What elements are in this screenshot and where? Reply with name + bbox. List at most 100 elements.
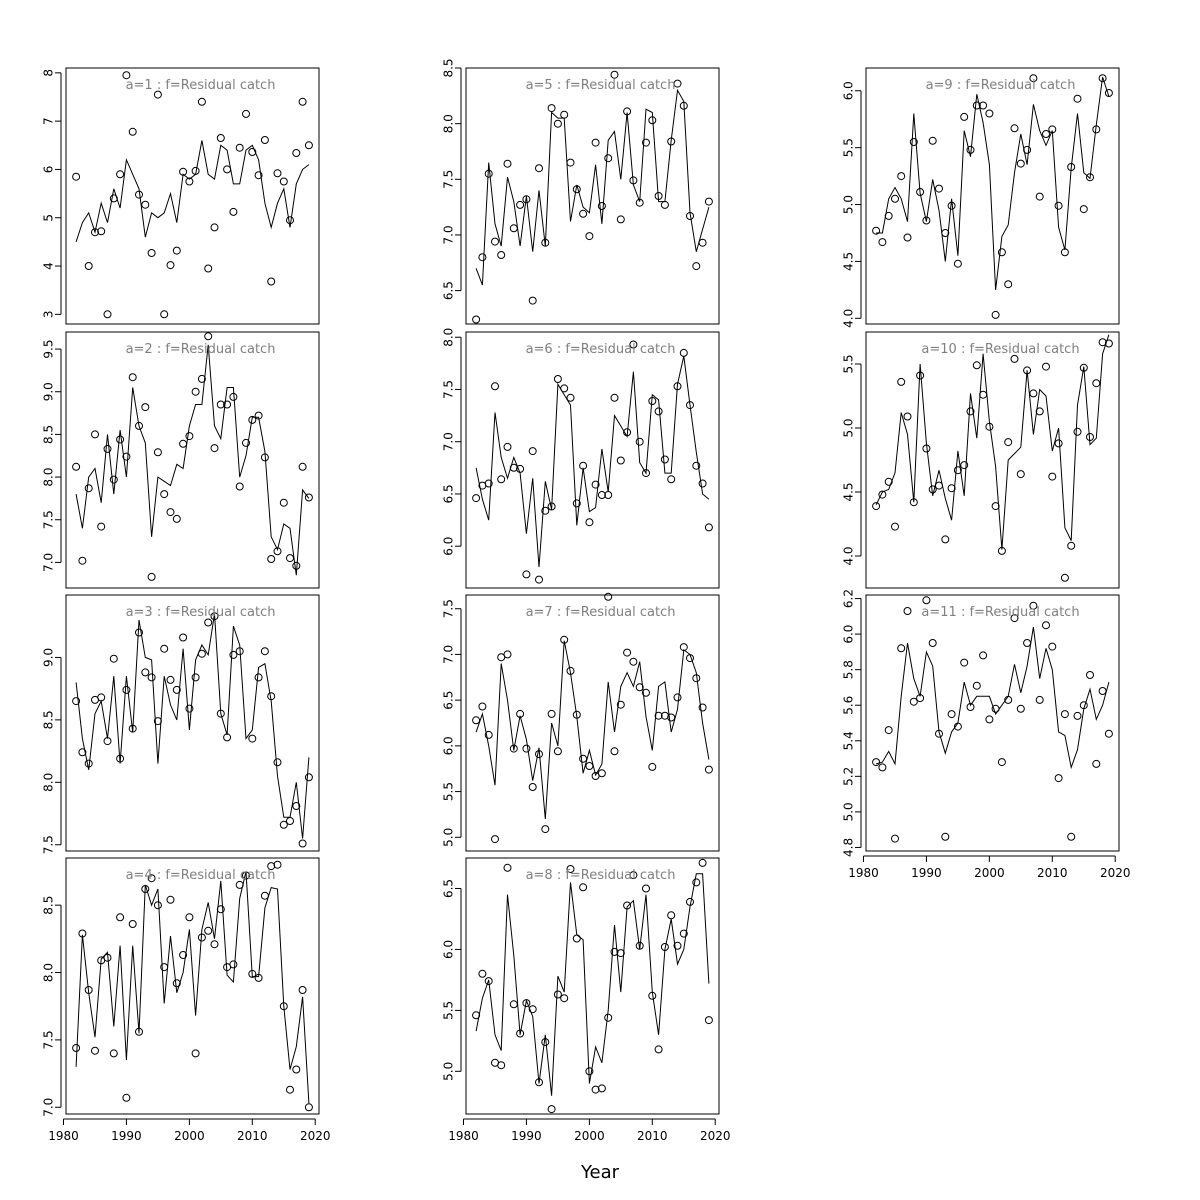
- observed-point: [72, 172, 81, 181]
- observed-point: [497, 251, 506, 259]
- y-tick-label: 8.0: [42, 963, 56, 982]
- observed-point: [597, 491, 606, 499]
- observed-point: [135, 628, 143, 637]
- observed-point: [604, 592, 613, 601]
- panel-frame: [465, 331, 720, 589]
- observed-point: [629, 340, 638, 349]
- observed-point: [172, 246, 181, 255]
- observed-point: [516, 709, 525, 718]
- observed-point: [1067, 541, 1076, 550]
- observed-point: [128, 920, 137, 928]
- observed-point: [185, 432, 194, 441]
- observed-point: [298, 986, 307, 994]
- observed-point: [941, 832, 950, 841]
- observed-point: [273, 758, 282, 767]
- observed-point: [516, 200, 525, 209]
- observed-point: [610, 70, 619, 79]
- observed-point: [484, 479, 493, 488]
- observed-point: [484, 977, 493, 986]
- observed-point: [654, 1045, 663, 1054]
- observed-point: [935, 184, 943, 193]
- observed-point: [503, 650, 512, 659]
- panel-a9: 4.0 4.5 5.0 5.5 6.0 a=9 : f=Residual catch: [842, 67, 1120, 328]
- observed-point: [484, 730, 493, 739]
- observed-point: [304, 1103, 313, 1112]
- observed-point: [304, 773, 313, 782]
- observed-point: [604, 154, 613, 163]
- observed-point: [966, 145, 975, 154]
- observed-point: [692, 262, 701, 271]
- y-tick-label: 9.0: [42, 382, 56, 401]
- observed-point: [686, 897, 694, 906]
- fitted-series-line: [475, 873, 710, 1096]
- observed-point: [897, 377, 906, 386]
- observed-point: [535, 575, 543, 584]
- observed-point: [878, 763, 887, 772]
- observed-point: [997, 758, 1006, 767]
- y-tick-label: 6.2: [842, 589, 856, 608]
- panel-title: a=5 : f=Residual catch: [526, 78, 676, 93]
- y-tick-label: 7.5: [442, 599, 456, 618]
- observed-point: [884, 726, 893, 735]
- observed-point: [1092, 379, 1101, 388]
- observed-point: [909, 138, 918, 146]
- panel-frame: [465, 67, 720, 325]
- y-tick-label: 6.0: [442, 736, 456, 755]
- observed-point: [84, 262, 93, 270]
- y-tick-label: 6.0: [842, 81, 856, 100]
- observed-point: [1060, 710, 1069, 719]
- observed-point: [1054, 439, 1063, 448]
- observed-point: [610, 393, 619, 402]
- observed-point: [522, 195, 531, 204]
- observed-point: [572, 499, 581, 508]
- observed-point: [122, 685, 131, 694]
- panel-frame: [865, 67, 1120, 325]
- y-tick-label: 8: [42, 69, 56, 77]
- observed-point: [673, 382, 682, 391]
- observed-point: [210, 612, 219, 621]
- y-tick-label: 6.0: [442, 940, 456, 959]
- observed-point: [1073, 94, 1082, 103]
- observed-point: [279, 177, 288, 186]
- observed-point: [78, 556, 87, 565]
- observed-point: [135, 1027, 143, 1036]
- observed-point: [635, 198, 644, 207]
- observed-point: [216, 134, 225, 142]
- observed-point: [1060, 248, 1069, 257]
- observed-point: [497, 475, 506, 484]
- observed-point: [528, 1005, 537, 1014]
- observed-point: [909, 697, 918, 706]
- observed-point: [597, 769, 606, 778]
- fitted-series-line: [875, 626, 1110, 770]
- observed-point: [223, 165, 232, 174]
- observed-point: [97, 227, 106, 236]
- observed-point: [623, 648, 632, 657]
- observed-point: [78, 929, 87, 938]
- observed-point: [922, 444, 931, 453]
- y-tick-label: 4: [42, 262, 56, 270]
- observed-point: [128, 127, 137, 136]
- observed-point: [991, 502, 1000, 511]
- observed-point: [1054, 201, 1063, 210]
- y-tick-label: 5.2: [842, 767, 856, 786]
- panel-title: a=9 : f=Residual catch: [926, 78, 1076, 93]
- y-tick-label: 7.0: [442, 225, 456, 244]
- observed-point: [642, 138, 650, 147]
- y-tick-label: 7.0: [442, 645, 456, 664]
- observed-point: [629, 176, 638, 185]
- observed-point: [185, 704, 194, 713]
- observed-point: [891, 194, 899, 203]
- observed-point: [516, 464, 525, 473]
- observed-point: [528, 296, 537, 305]
- observed-point: [916, 694, 925, 703]
- observed-point: [160, 490, 169, 499]
- y-tick-label: 7.5: [42, 835, 56, 854]
- observed-point: [1023, 366, 1032, 375]
- observed-point: [254, 973, 263, 982]
- observed-point: [979, 101, 988, 110]
- observed-point: [179, 439, 188, 448]
- observed-point: [472, 315, 481, 324]
- observed-point: [553, 119, 562, 128]
- observed-point: [97, 522, 106, 531]
- panel-title: a=4 : f=Residual catch: [126, 868, 276, 883]
